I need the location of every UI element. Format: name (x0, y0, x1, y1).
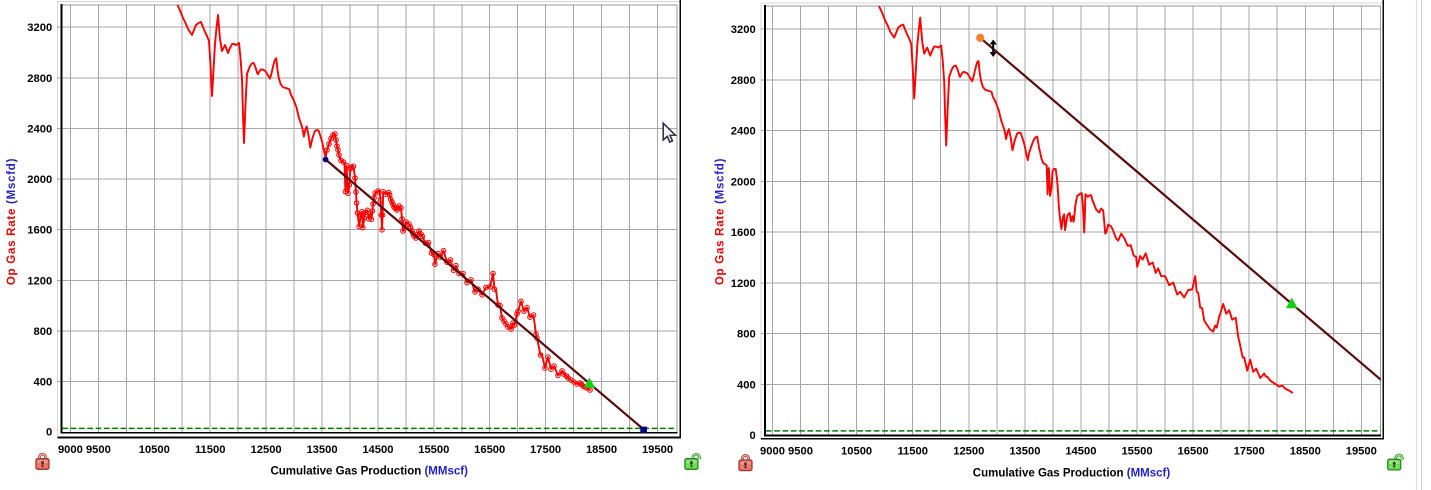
svg-text:400: 400 (737, 379, 756, 391)
svg-text:800: 800 (34, 326, 53, 338)
svg-text:15500: 15500 (418, 444, 449, 456)
svg-text:2800: 2800 (27, 73, 52, 85)
svg-text:800: 800 (737, 329, 756, 341)
svg-text:1600: 1600 (731, 227, 756, 239)
svg-text:16500: 16500 (1178, 445, 1209, 457)
svg-text:11500: 11500 (897, 445, 928, 457)
svg-text:Cumulative Gas Production (MMs: Cumulative Gas Production (MMscf) (270, 466, 468, 478)
svg-text:19500: 19500 (642, 444, 673, 456)
svg-text:1600: 1600 (27, 225, 52, 237)
svg-text:3200: 3200 (27, 22, 52, 34)
svg-text:0: 0 (46, 427, 52, 439)
svg-text:15500: 15500 (1121, 445, 1152, 457)
svg-text:11500: 11500 (195, 444, 226, 456)
svg-text:16500: 16500 (474, 444, 505, 456)
svg-text:9500: 9500 (86, 444, 111, 456)
svg-text:Op Gas Rate (Mscfd): Op Gas Rate (Mscfd) (6, 158, 18, 285)
svg-text:9500: 9500 (788, 445, 813, 457)
svg-text:1200: 1200 (731, 278, 756, 290)
svg-text:400: 400 (34, 377, 53, 389)
svg-text:17500: 17500 (1234, 445, 1265, 457)
svg-text:10500: 10500 (139, 444, 170, 456)
svg-text:12500: 12500 (251, 444, 282, 456)
svg-text:1200: 1200 (27, 275, 52, 287)
svg-text:2400: 2400 (27, 123, 52, 135)
svg-text:13500: 13500 (1009, 445, 1040, 457)
svg-text:2400: 2400 (731, 126, 756, 138)
svg-text:2800: 2800 (731, 75, 756, 87)
svg-text:3200: 3200 (731, 24, 756, 36)
svg-text:10500: 10500 (841, 445, 872, 457)
svg-text:0: 0 (749, 430, 755, 442)
svg-text:Op Gas Rate (Mscfd): Op Gas Rate (Mscfd) (715, 158, 727, 285)
svg-text:18500: 18500 (1290, 445, 1321, 457)
svg-text:13500: 13500 (306, 444, 337, 456)
svg-text:14500: 14500 (362, 444, 393, 456)
svg-text:2000: 2000 (731, 176, 756, 188)
svg-text:17500: 17500 (530, 444, 561, 456)
svg-text:12500: 12500 (953, 445, 984, 457)
svg-text:9000: 9000 (58, 444, 83, 456)
svg-text:Cumulative Gas Production (MMs: Cumulative Gas Production (MMscf) (973, 467, 1171, 479)
svg-text:2000: 2000 (27, 174, 52, 186)
svg-text:18500: 18500 (586, 444, 617, 456)
svg-text:14500: 14500 (1065, 445, 1096, 457)
svg-text:19500: 19500 (1346, 445, 1377, 457)
svg-text:9000: 9000 (760, 445, 785, 457)
